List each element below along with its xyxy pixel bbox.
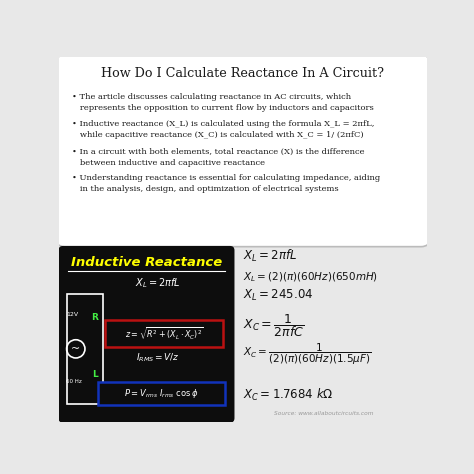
Text: $z = \sqrt{R^2 + (X_L \cdot X_C)^2}$: $z = \sqrt{R^2 + (X_L \cdot X_C)^2}$	[125, 325, 203, 341]
Text: How Do I Calculate Reactance In A Circuit?: How Do I Calculate Reactance In A Circui…	[101, 67, 384, 80]
Text: • Understanding reactance is essential for calculating impedance, aiding
   in t: • Understanding reactance is essential f…	[72, 174, 380, 193]
Text: L: L	[92, 370, 98, 379]
Text: • In a circuit with both elements, total reactance (X) is the difference
   betw: • In a circuit with both elements, total…	[72, 148, 365, 167]
Bar	[105, 319, 223, 347]
Text: $X_L = (2)(\pi)(60Hz)(650mH)$: $X_L = (2)(\pi)(60Hz)(650mH)$	[243, 271, 378, 284]
FancyBboxPatch shape	[58, 246, 235, 423]
Text: $X_C = 1.7684\ k\Omega$: $X_C = 1.7684\ k\Omega$	[243, 386, 334, 402]
Text: $I_{RMS} = V/z$: $I_{RMS} = V/z$	[136, 352, 180, 364]
Text: 60 Hz: 60 Hz	[66, 379, 82, 384]
Text: $X_C = \dfrac{1}{(2)(\pi)(60Hz)(1.5\mu F)}$: $X_C = \dfrac{1}{(2)(\pi)(60Hz)(1.5\mu F…	[243, 342, 371, 367]
Text: $P = V_{rms}\ I_{rms}\ \cos\phi$: $P = V_{rms}\ I_{rms}\ \cos\phi$	[124, 387, 199, 400]
Bar	[98, 382, 225, 405]
Text: $X_L = 2\pi fL$: $X_L = 2\pi fL$	[243, 248, 297, 264]
Text: 12V: 12V	[66, 312, 78, 317]
Text: Inductive Reactance: Inductive Reactance	[71, 256, 222, 269]
Text: R: R	[91, 313, 98, 322]
Text: $X_C = \dfrac{1}{2\pi fC}$: $X_C = \dfrac{1}{2\pi fC}$	[243, 312, 304, 338]
Text: • Inductive reactance (X_L) is calculated using the formula X_L = 2πfL,
   while: • Inductive reactance (X_L) is calculate…	[72, 120, 374, 139]
Text: Source: www.allaboutcircuits.com: Source: www.allaboutcircuits.com	[274, 411, 374, 416]
Text: $X_L = 2\pi fL$: $X_L = 2\pi fL$	[135, 276, 180, 290]
Text: • The article discusses calculating reactance in AC circuits, which
   represent: • The article discusses calculating reac…	[72, 93, 374, 112]
Text: ~: ~	[71, 344, 81, 354]
Text: $X_L = 245.04$: $X_L = 245.04$	[243, 288, 313, 303]
FancyBboxPatch shape	[55, 55, 430, 246]
